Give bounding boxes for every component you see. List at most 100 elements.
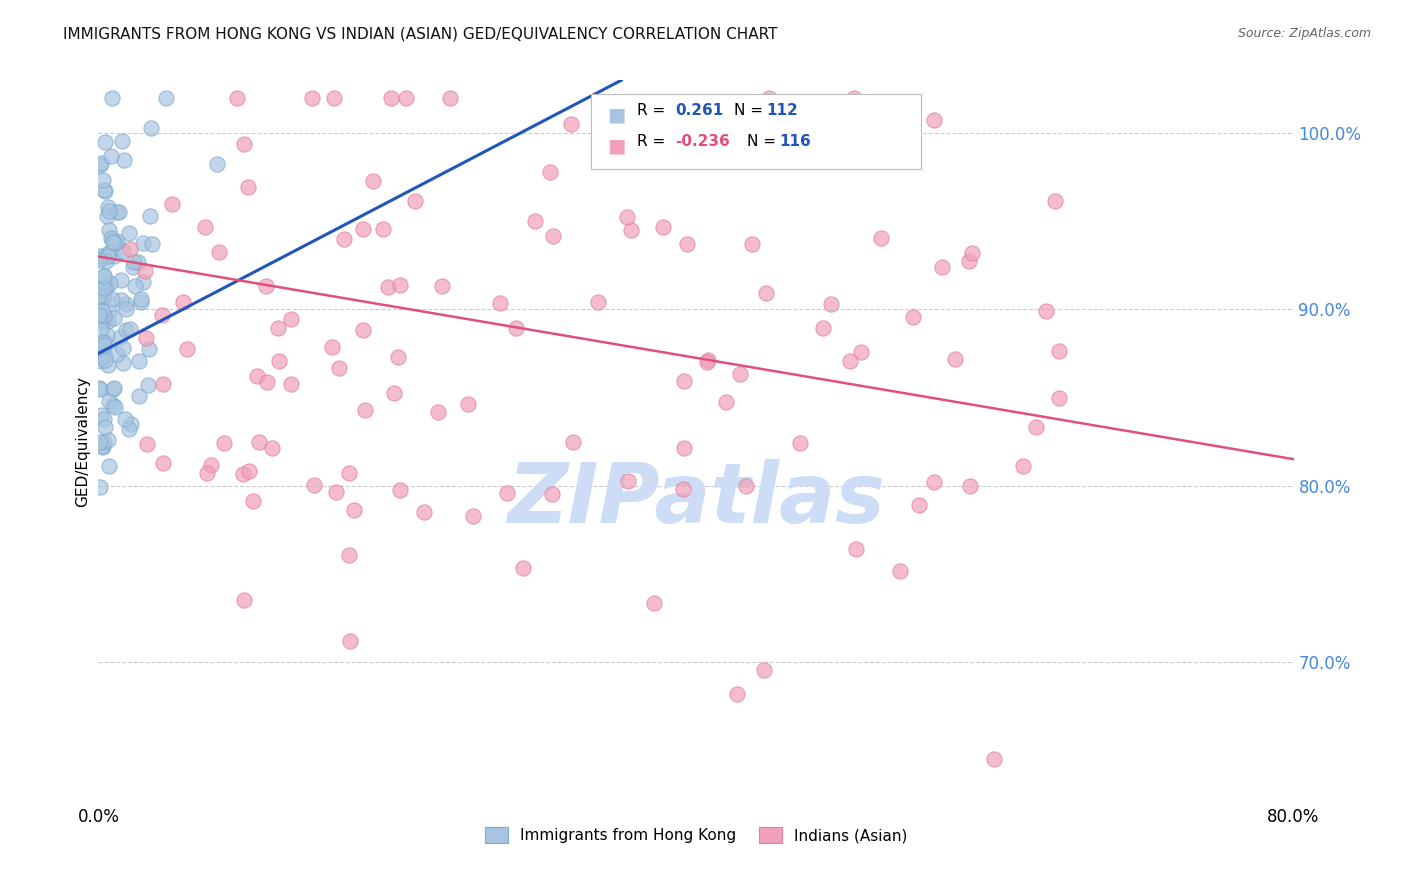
Point xyxy=(651,220,673,235)
Point xyxy=(93,289,115,303)
Point xyxy=(114,412,136,426)
Point xyxy=(97,358,120,372)
Point xyxy=(97,314,120,328)
Point xyxy=(789,435,811,450)
Point xyxy=(135,437,157,451)
Point xyxy=(103,235,125,250)
Point xyxy=(280,312,302,326)
Point xyxy=(361,174,384,188)
Point xyxy=(561,435,583,450)
Point xyxy=(176,342,198,356)
Point xyxy=(716,394,738,409)
Point xyxy=(1047,391,1070,405)
Point xyxy=(541,228,564,243)
Point xyxy=(96,279,118,293)
Point xyxy=(104,400,127,414)
Point xyxy=(387,351,409,365)
Point xyxy=(352,222,374,236)
Point xyxy=(93,353,115,368)
Point xyxy=(94,334,117,349)
Point xyxy=(323,91,346,105)
Point xyxy=(118,322,141,336)
Point xyxy=(461,509,484,524)
Point xyxy=(124,279,146,293)
Point xyxy=(302,478,325,492)
Point xyxy=(118,422,141,436)
Point xyxy=(321,340,343,354)
Point xyxy=(226,91,249,105)
Point xyxy=(89,435,111,450)
Point xyxy=(395,91,418,105)
Point xyxy=(959,478,981,492)
Point xyxy=(89,253,111,268)
Point xyxy=(129,295,152,310)
Point xyxy=(931,260,953,274)
Point xyxy=(488,295,510,310)
Point xyxy=(380,91,402,105)
Point xyxy=(301,91,323,105)
Point xyxy=(97,303,120,318)
Point xyxy=(280,377,302,392)
Point xyxy=(150,308,173,322)
Point xyxy=(94,275,117,289)
Point xyxy=(811,321,834,335)
Point xyxy=(889,565,911,579)
Point xyxy=(97,433,120,447)
Point xyxy=(98,204,121,219)
Point xyxy=(93,308,115,322)
Point xyxy=(138,342,160,356)
Point xyxy=(87,289,110,303)
Text: N =: N = xyxy=(747,134,780,149)
Point xyxy=(1047,344,1070,359)
Point xyxy=(389,483,412,498)
Point xyxy=(93,412,115,426)
Point xyxy=(132,235,155,250)
Text: -0.236: -0.236 xyxy=(675,134,730,149)
Point xyxy=(152,456,174,470)
Point xyxy=(254,279,277,293)
Point xyxy=(238,180,260,194)
Point xyxy=(112,244,135,258)
Text: N =: N = xyxy=(734,103,768,118)
Point xyxy=(98,277,121,291)
Point xyxy=(676,237,699,252)
Text: 0.261: 0.261 xyxy=(675,103,723,118)
Point xyxy=(93,184,115,198)
Point xyxy=(139,209,162,223)
Point xyxy=(246,369,269,384)
Point xyxy=(93,290,115,304)
Point xyxy=(672,482,695,496)
Text: R =: R = xyxy=(637,103,671,118)
Point xyxy=(91,173,114,187)
Point xyxy=(725,687,748,701)
Point xyxy=(922,475,945,490)
Point xyxy=(97,200,120,214)
Point xyxy=(242,493,264,508)
Point xyxy=(1043,194,1066,208)
Point xyxy=(94,420,117,434)
Point xyxy=(741,236,763,251)
Point xyxy=(728,368,751,382)
Point xyxy=(103,381,125,395)
Point xyxy=(337,466,360,480)
Point xyxy=(103,249,125,263)
Point xyxy=(90,408,112,422)
Point xyxy=(232,467,254,481)
Point xyxy=(97,246,120,260)
Point xyxy=(89,251,111,265)
Point xyxy=(89,315,111,329)
Point xyxy=(155,91,177,105)
Point xyxy=(100,148,122,162)
Point xyxy=(352,322,374,336)
Point xyxy=(110,329,132,343)
Point xyxy=(208,245,231,260)
Point xyxy=(115,323,138,337)
Point xyxy=(754,663,776,677)
Point xyxy=(118,227,141,241)
Point xyxy=(842,91,865,105)
Point xyxy=(538,164,561,178)
Point xyxy=(105,347,128,361)
Point xyxy=(94,280,117,294)
Point xyxy=(162,197,184,211)
Point xyxy=(93,350,115,364)
